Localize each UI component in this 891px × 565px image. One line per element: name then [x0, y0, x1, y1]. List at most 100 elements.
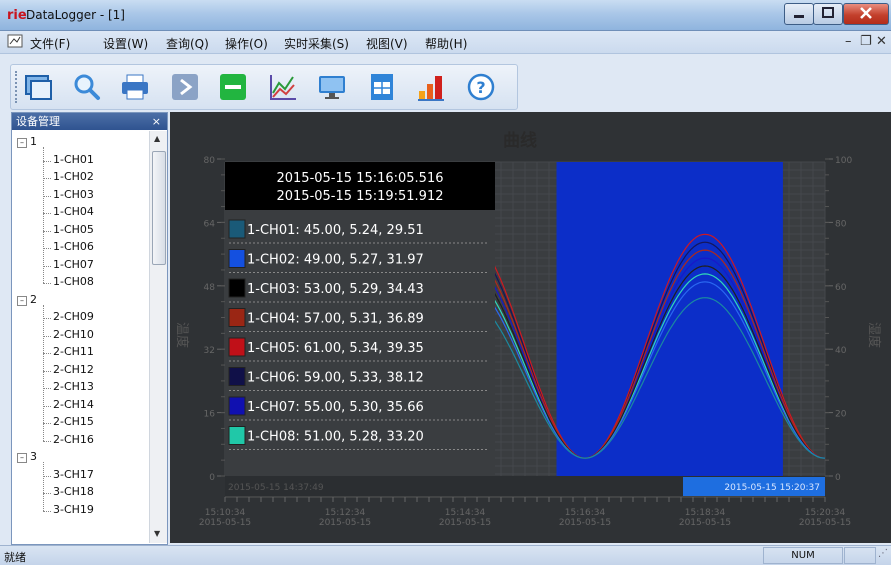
- resize-grip-icon[interactable]: ⋰: [878, 548, 888, 559]
- tree-branch-line: [43, 335, 51, 337]
- table-icon[interactable]: [366, 71, 398, 103]
- menu-view[interactable]: 视图(V): [366, 37, 408, 51]
- tree-item-1-ch06[interactable]: 1-CH06: [53, 240, 94, 253]
- tree-item-1-ch01[interactable]: 1-CH01: [53, 152, 94, 166]
- tree-guide-line: [43, 462, 44, 511]
- y-axis-label: 温度: [174, 322, 190, 348]
- tree-item-2-ch10[interactable]: 2-CH10: [53, 327, 94, 341]
- x-tick-date: 2015-05-15: [679, 518, 731, 528]
- y-tick-label: 80: [204, 156, 216, 166]
- tree-collapse-toggle[interactable]: –: [17, 453, 27, 463]
- scroll-up-icon[interactable]: ▲: [154, 134, 161, 143]
- tree-collapse-toggle[interactable]: –: [17, 295, 27, 306]
- y-tick-label: 64: [204, 219, 216, 229]
- y2-tick-label: 100: [835, 156, 852, 166]
- tree-item-1-ch04[interactable]: 1-CH04: [53, 205, 94, 218]
- tree-item-2-ch13[interactable]: 2-CH13: [53, 380, 94, 393]
- scroll-thumb[interactable]: [152, 151, 166, 265]
- tooltip-header: [225, 162, 495, 210]
- tree-item-2-ch14[interactable]: 2-CH14: [53, 397, 94, 411]
- chart-canvas[interactable]: 曲线 0 16 32 48 64 80 0 20 40 60 80 100 温度 湿度 2015-05-15 …: [170, 112, 891, 543]
- help-icon[interactable]: ?: [465, 71, 497, 103]
- window-title: DataLogger - [1]: [26, 8, 125, 22]
- stop-icon[interactable]: [217, 71, 249, 103]
- tree-item-3-ch18[interactable]: 3-CH18: [53, 485, 94, 498]
- tree-item-3-ch19[interactable]: 3-CH19: [53, 502, 94, 516]
- tree-group-3[interactable]: 3: [30, 450, 37, 463]
- menu-settings[interactable]: 设置(W): [103, 37, 149, 51]
- tree-branch-line: [43, 248, 51, 249]
- document-chart-icon: [7, 34, 23, 48]
- menu-query[interactable]: 查询(Q): [166, 37, 209, 51]
- tree-branch-line: [43, 475, 51, 477]
- title-bar: rie DataLogger - [1]: [0, 0, 891, 31]
- tree-item-1-ch05[interactable]: 1-CH05: [53, 222, 94, 236]
- play-icon[interactable]: [169, 71, 201, 103]
- tree-branch-line: [43, 388, 51, 389]
- y-tick-label: 48: [204, 283, 216, 293]
- panel-scrollbar[interactable]: ▲ ▼: [149, 131, 167, 543]
- toolbar-grip[interactable]: [15, 71, 20, 103]
- tree-branch-line: [43, 440, 51, 442]
- status-text: 就绪: [4, 551, 26, 564]
- tree-branch-line: [43, 160, 51, 162]
- device-panel: 设备管理 × –1 1-CH01 1-CH02 1-CH03 1-CH04 1-CH05 1…: [11, 112, 168, 545]
- monitor-icon[interactable]: [316, 71, 348, 103]
- tooltip-row-text: 1-CH08: 51.00, 5.28, 33.20: [247, 430, 424, 445]
- menu-operate[interactable]: 操作(O): [225, 37, 268, 51]
- window-icon[interactable]: [23, 71, 55, 103]
- tree-group-2[interactable]: 2: [30, 292, 37, 306]
- maximize-icon: [822, 7, 834, 18]
- status-section: [844, 547, 876, 564]
- tooltip-row-text: 1-CH03: 53.00, 5.29, 34.43: [247, 282, 424, 297]
- range-bar: [225, 476, 825, 496]
- tree-item-3-ch17[interactable]: 3-CH17: [53, 467, 94, 481]
- x-tick-time: 15:18:34: [685, 508, 726, 518]
- tooltip-swatch: [228, 278, 246, 298]
- mdi-close-button[interactable]: ✕: [876, 34, 887, 49]
- y-tick-label: 16: [204, 410, 216, 420]
- menu-realtime[interactable]: 实时采集(S): [284, 37, 349, 51]
- panel-close-button[interactable]: ×: [151, 115, 161, 128]
- tree-item-2-ch15[interactable]: 2-CH15: [53, 415, 94, 428]
- mdi-restore-button[interactable]: ❐: [860, 34, 872, 49]
- range-end-box[interactable]: [683, 477, 825, 496]
- tooltip-row-text: 1-CH07: 55.00, 5.30, 35.66: [247, 400, 424, 415]
- tree-item-2-ch11[interactable]: 2-CH11: [53, 345, 94, 358]
- y2-tick-label: 0: [835, 473, 841, 483]
- bar-chart-icon[interactable]: [415, 71, 447, 103]
- scroll-down-icon[interactable]: ▼: [154, 529, 161, 538]
- panel-title: 设备管理: [16, 115, 60, 128]
- tree-collapse-toggle[interactable]: –: [17, 138, 27, 148]
- tooltip-swatch: [228, 367, 246, 386]
- tree-item-2-ch09[interactable]: 2-CH09: [53, 310, 94, 323]
- y2-axis-label: 湿度: [866, 322, 882, 348]
- close-button[interactable]: [843, 3, 889, 25]
- menu-help[interactable]: 帮助(H): [425, 37, 468, 51]
- y2-tick-label: 60: [835, 283, 847, 293]
- print-icon[interactable]: [119, 71, 151, 103]
- tree-group-1[interactable]: 1: [30, 135, 37, 148]
- tree-item-1-ch08[interactable]: 1-CH08: [53, 275, 94, 288]
- close-icon: [860, 7, 872, 19]
- device-tree: –1 1-CH01 1-CH02 1-CH03 1-CH04 1-CH05 1-CH06 1-…: [12, 131, 148, 543]
- tree-item-1-ch03[interactable]: 1-CH03: [53, 187, 94, 201]
- search-icon[interactable]: [71, 71, 103, 103]
- tree-item-1-ch07[interactable]: 1-CH07: [53, 257, 94, 271]
- chart-icon[interactable]: [267, 71, 299, 103]
- tree-item-2-ch16[interactable]: 2-CH16: [53, 432, 94, 446]
- tree-item-1-ch02[interactable]: 1-CH02: [53, 170, 94, 183]
- tooltip-swatch: [228, 219, 246, 239]
- minimize-button[interactable]: [784, 3, 814, 25]
- x-tick-time: 15:20:34: [805, 508, 846, 518]
- x-tick-time: 15:16:34: [565, 508, 606, 518]
- minimize-icon: [794, 15, 804, 18]
- toolbar: ?: [10, 64, 518, 110]
- tree-item-2-ch12[interactable]: 2-CH12: [53, 362, 94, 376]
- selection-range: [556, 162, 783, 476]
- y-tick-label: 0: [209, 473, 215, 483]
- svg-text:?: ?: [476, 78, 485, 97]
- menu-file[interactable]: 文件(F): [30, 37, 71, 51]
- maximize-button[interactable]: [813, 3, 843, 25]
- mdi-minimize-button[interactable]: –: [845, 34, 852, 49]
